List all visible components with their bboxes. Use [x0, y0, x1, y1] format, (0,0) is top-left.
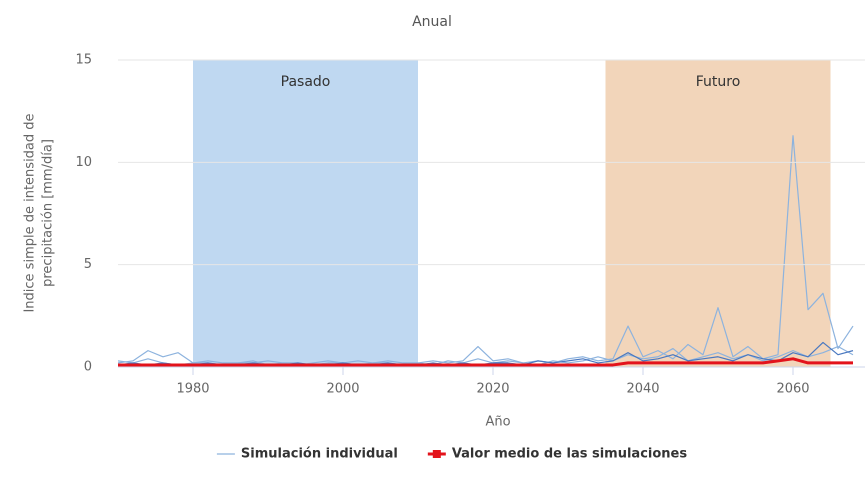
legend-label: Simulación individual: [241, 447, 398, 462]
period-label: Futuro: [696, 74, 741, 90]
legend-label: Valor medio de las simulaciones: [452, 447, 688, 462]
plot-area: [118, 60, 854, 367]
y-tick-label: 5: [84, 257, 92, 272]
legend-marker: [432, 450, 441, 458]
y-tick-label: 15: [75, 53, 92, 68]
period-label: Pasado: [281, 74, 331, 90]
legend-item: Valor medio de las simulaciones: [427, 447, 688, 462]
series-line: [118, 345, 854, 366]
y-axis-label: Indice simple de intensidad de precipita…: [23, 113, 56, 312]
legend: Simulación individual Valor medio de las …: [216, 447, 688, 462]
x-axis-label: Año: [485, 415, 510, 430]
y-axis-label-line: Indice simple de intensidad de: [23, 113, 38, 312]
period-band: [193, 60, 418, 367]
x-tick-label: 2060: [776, 382, 809, 397]
x-tick-label: 2040: [626, 382, 659, 397]
y-tick-label: 0: [84, 360, 92, 375]
chart-title: Anual: [412, 14, 452, 30]
x-tick-label: 2000: [326, 382, 359, 397]
y-tick-label: 10: [75, 155, 92, 170]
x-tick-label: 2020: [476, 382, 509, 397]
series-line: [118, 357, 853, 367]
period-band: [605, 60, 831, 367]
legend-item: Simulación individual: [216, 447, 398, 462]
y-axis-label-line: precipitación [mm/día]: [41, 139, 56, 287]
x-tick-label: 1980: [176, 382, 209, 397]
